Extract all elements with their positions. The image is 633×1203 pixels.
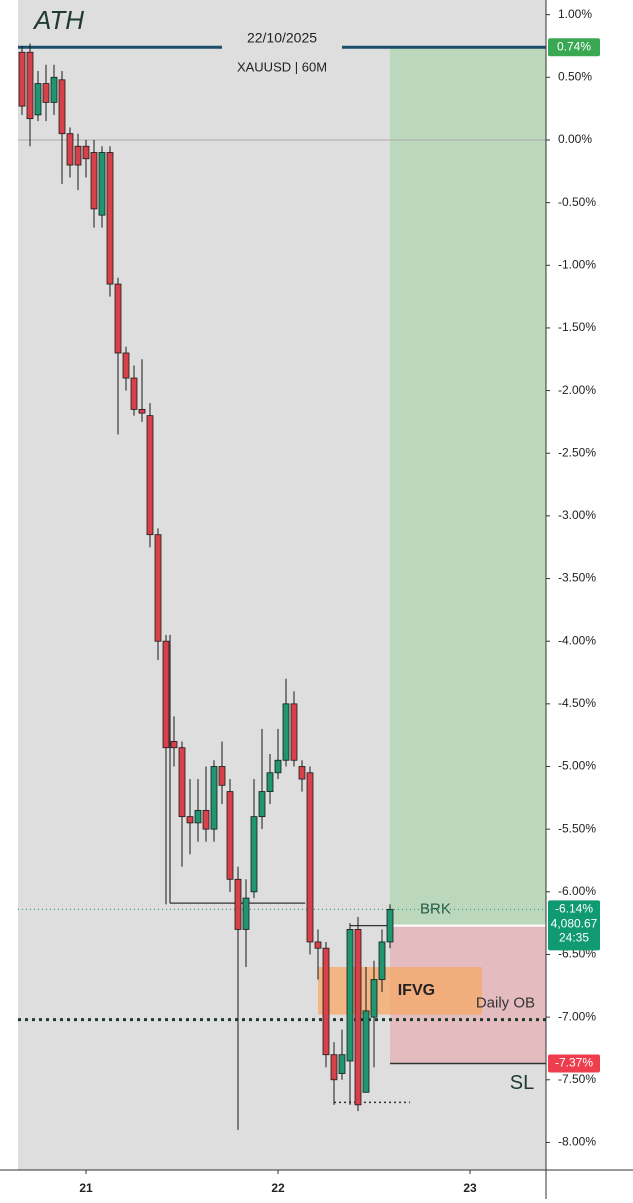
candle-body <box>322 947 330 1056</box>
candle-body <box>274 759 282 774</box>
y-tick-label: -2.50% <box>558 445 596 459</box>
candle-body <box>154 534 162 642</box>
candle-body <box>106 152 114 285</box>
y-tick-label: -3.00% <box>558 508 596 522</box>
x-tick-label: 21 <box>79 1181 93 1195</box>
candle-body <box>130 377 138 410</box>
candle-body <box>258 791 266 818</box>
y-tick-label: 0.50% <box>558 69 592 83</box>
y-tick-label: -4.50% <box>558 696 596 710</box>
candle-body <box>162 640 170 749</box>
candle-body <box>210 766 218 830</box>
candle-body <box>18 51 26 107</box>
last-price: 4,080.67 <box>551 917 598 931</box>
candle-body <box>338 1054 346 1074</box>
candle-body <box>58 79 66 135</box>
ath-tag-label: 0.74% <box>557 39 591 53</box>
candle-body <box>98 152 106 216</box>
ifvg-box <box>318 967 482 1015</box>
candle-body <box>50 76 58 103</box>
candle-body <box>234 878 242 930</box>
y-tick-label: 0.00% <box>558 132 592 146</box>
candle-body <box>362 1010 370 1093</box>
candle-body <box>114 283 122 354</box>
candle-body <box>90 152 98 210</box>
candle-body <box>298 766 306 780</box>
y-tick-label: -6.00% <box>558 884 596 898</box>
y-tick-label: -4.00% <box>558 633 596 647</box>
stop-tag <box>548 1054 600 1073</box>
candle-body <box>202 809 210 830</box>
candle-body <box>66 133 74 166</box>
candle-body <box>290 703 298 761</box>
candle-body <box>346 929 354 1062</box>
x-tick-label: 23 <box>463 1181 477 1195</box>
candle-body <box>370 979 378 1018</box>
brk-label: BRK <box>420 901 451 918</box>
x-tick-label: 22 <box>271 1181 285 1195</box>
y-tick-label: -1.00% <box>558 257 596 271</box>
target-zone <box>390 47 546 926</box>
candle-body <box>282 703 290 761</box>
candle-body <box>218 766 226 786</box>
date-label: 22/10/2025 <box>247 30 317 46</box>
countdown: 24:35 <box>559 931 589 945</box>
candle-body <box>194 809 202 824</box>
candle-body <box>138 408 146 414</box>
stop-tag-label: -7.37% <box>555 1056 593 1070</box>
candle-body <box>242 897 250 930</box>
symbol-label: XAUUSD | 60M <box>237 59 327 74</box>
candle-body <box>34 83 42 116</box>
candle-body <box>250 816 258 893</box>
candle-body <box>74 145 82 166</box>
y-tick-label: -3.50% <box>558 571 596 585</box>
last-tag <box>548 900 600 951</box>
candle-body <box>82 145 90 160</box>
last-tag-label: -6.14% <box>555 902 593 916</box>
candle-body <box>26 51 34 120</box>
y-tick-label: -5.50% <box>558 821 596 835</box>
candle-body <box>306 772 314 943</box>
candle-body <box>226 791 234 880</box>
y-tick-label: -7.50% <box>558 1072 596 1086</box>
candle-body <box>386 908 394 943</box>
candle-body <box>42 83 50 103</box>
sl-label: SL <box>510 1072 534 1094</box>
candle-body <box>178 747 186 818</box>
y-tick-label: -7.00% <box>558 1009 596 1023</box>
candle-body <box>330 1054 338 1081</box>
chart-title: ATH <box>32 5 84 35</box>
y-tick-label: -8.00% <box>558 1135 596 1149</box>
candle-body <box>146 415 154 536</box>
y-tick-label: -5.00% <box>558 759 596 773</box>
y-tick-label: 1.00% <box>558 7 592 21</box>
y-tick-label: -1.50% <box>558 320 596 334</box>
ath-tag <box>548 38 600 57</box>
candle-body <box>314 941 322 949</box>
candle-body <box>378 941 386 980</box>
candle-body <box>122 352 130 379</box>
date-box <box>222 28 342 80</box>
candle-body <box>170 741 178 749</box>
candle-body <box>354 929 362 1106</box>
y-tick-label: -0.50% <box>558 195 596 209</box>
candle-body <box>186 816 194 824</box>
y-tick-label: -2.00% <box>558 383 596 397</box>
candle-body <box>266 772 274 792</box>
ifvg-label: IFVG <box>398 982 435 999</box>
daily-ob-label: Daily OB <box>476 995 535 1012</box>
